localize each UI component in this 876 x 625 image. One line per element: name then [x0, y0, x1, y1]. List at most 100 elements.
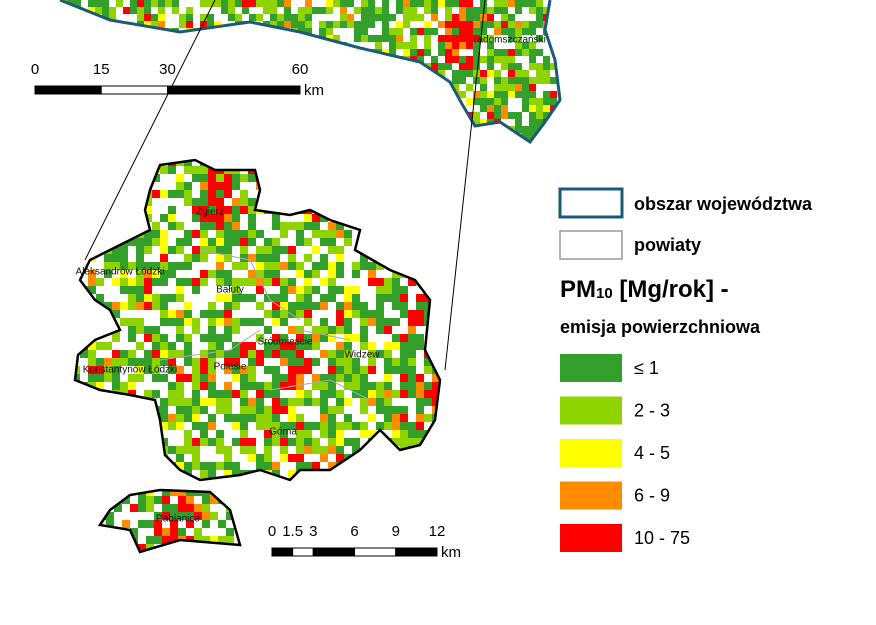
emission-cell — [75, 286, 80, 294]
emission-cell — [304, 446, 312, 454]
scale-tick-label: 60 — [292, 61, 309, 78]
legend-swatch — [560, 524, 622, 552]
emission-cell — [400, 214, 408, 222]
emission-cell — [172, 133, 179, 140]
emission-cell — [192, 318, 200, 326]
emission-cell — [216, 206, 224, 214]
emission-cell — [396, 7, 403, 14]
emission-cell — [487, 70, 494, 77]
emission-cell — [162, 490, 170, 496]
emission-cell — [408, 358, 416, 366]
emission-cell — [160, 302, 168, 310]
emission-cell — [104, 358, 112, 366]
emission-cell — [408, 222, 416, 230]
emission-cell — [144, 478, 152, 480]
emission-cell — [162, 552, 170, 560]
emission-cell — [136, 246, 144, 254]
emission-cell — [417, 133, 424, 140]
emission-cell — [75, 422, 80, 430]
district-boundaries — [159, 249, 371, 401]
emission-cell — [408, 462, 416, 470]
emission-cell — [320, 198, 328, 206]
emission-cell — [248, 230, 256, 238]
emission-cell — [368, 56, 375, 63]
emission-cell — [208, 190, 216, 198]
emission-cell — [176, 462, 184, 470]
emission-cell — [375, 133, 382, 140]
emission-cell — [319, 63, 326, 70]
emission-cell — [151, 21, 158, 28]
emission-cell — [352, 166, 360, 174]
emission-cell — [403, 77, 410, 84]
emission-cell — [80, 446, 88, 454]
emission-cell — [360, 382, 368, 390]
emission-cell — [88, 77, 95, 84]
emission-cell — [256, 478, 264, 480]
emission-cell — [515, 49, 522, 56]
emission-cell — [138, 544, 146, 552]
emission-cell — [375, 91, 382, 98]
emission-cell — [152, 478, 160, 480]
emission-cell — [137, 77, 144, 84]
emission-cell — [296, 390, 304, 398]
emission-cell — [256, 166, 264, 174]
emission-cell — [74, 42, 81, 49]
emission-cell — [408, 166, 416, 174]
emission-cell — [248, 342, 256, 350]
emission-cell — [392, 270, 400, 278]
emission-cell — [376, 214, 384, 222]
emission-cell — [452, 0, 459, 7]
emission-cell — [296, 302, 304, 310]
emission-cell — [280, 318, 288, 326]
emission-cell — [200, 21, 207, 28]
emission-cell — [88, 326, 96, 334]
emission-cell — [368, 278, 376, 286]
emission-cell — [264, 382, 272, 390]
place-label: Aleksandrów Łódzki — [76, 267, 165, 278]
emission-cell — [208, 382, 216, 390]
emission-cell — [216, 438, 224, 446]
emission-cell — [288, 326, 296, 334]
emission-cell — [360, 310, 368, 318]
scale-tick-label: 6 — [350, 523, 358, 540]
emission-cell — [522, 84, 529, 91]
emission-cell — [104, 198, 112, 206]
emission-cell — [440, 446, 448, 454]
emission-cell — [216, 198, 224, 206]
emission-cell — [264, 294, 272, 302]
emission-cell — [200, 56, 207, 63]
emission-cell — [74, 119, 81, 126]
emission-cell — [272, 478, 280, 480]
emission-cell — [98, 552, 106, 560]
emission-cell — [396, 0, 403, 7]
emission-cell — [95, 0, 102, 7]
emission-cell — [184, 198, 192, 206]
emission-cell — [344, 310, 352, 318]
emission-cell — [116, 112, 123, 119]
emission-cell — [120, 358, 128, 366]
emission-cell — [312, 302, 320, 310]
emission-cell — [352, 206, 360, 214]
scale-tick-label: 15 — [93, 61, 110, 78]
emission-cell — [494, 0, 501, 7]
emission-cell — [102, 42, 109, 49]
emission-cell — [296, 334, 304, 342]
emission-cell — [130, 133, 137, 140]
emission-cell — [400, 286, 408, 294]
emission-cell — [368, 342, 376, 350]
emission-cell — [152, 334, 160, 342]
emission-cell — [224, 398, 232, 406]
emission-cell — [207, 21, 214, 28]
emission-cell — [256, 140, 263, 142]
emission-cell — [158, 14, 165, 21]
emission-cell — [228, 77, 235, 84]
emission-cell — [522, 133, 529, 140]
emission-cell — [326, 63, 333, 70]
emission-cell — [80, 190, 88, 198]
emission-cell — [120, 198, 128, 206]
emission-cell — [128, 318, 136, 326]
emission-cell — [88, 28, 95, 35]
emission-cell — [240, 246, 248, 254]
emission-cell — [431, 56, 438, 63]
emission-cell — [165, 126, 172, 133]
